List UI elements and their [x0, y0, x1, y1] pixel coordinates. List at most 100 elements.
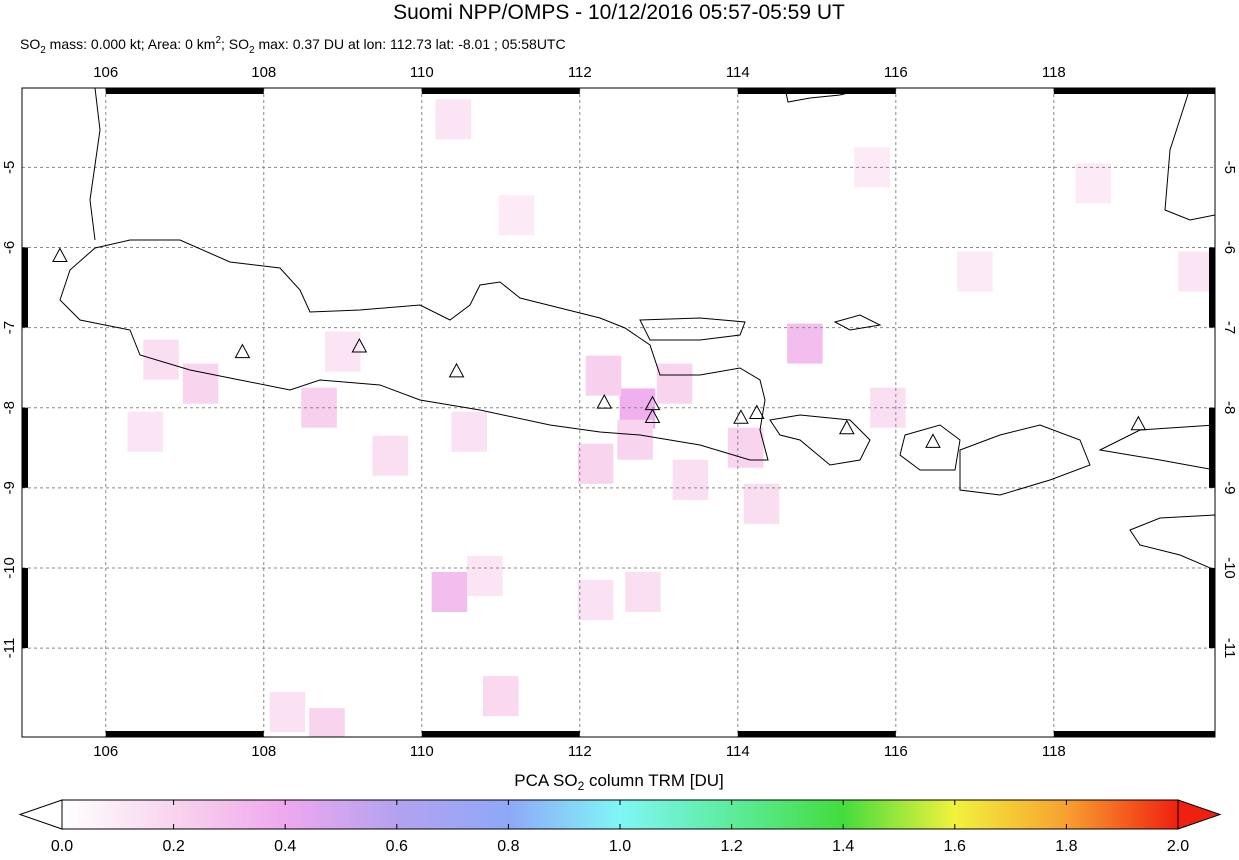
- so2-cell: [854, 147, 890, 188]
- border-segment: [1053, 731, 1215, 737]
- subtitle-part: 2: [249, 45, 255, 56]
- so2-cell: [372, 435, 408, 476]
- x-tick-label-bottom: 112: [568, 743, 592, 760]
- colorbar-label: PCA SO2 column TRM [DU]: [514, 771, 724, 793]
- x-tick-label-top: 112: [568, 64, 592, 81]
- colorbar-tick-label: 2.0: [1167, 838, 1189, 855]
- volcanoes: [52, 247, 1147, 448]
- so2-cell: [431, 571, 468, 613]
- x-tick-label-bottom: 114: [726, 743, 750, 760]
- colorbar-tick-label: 0.6: [386, 838, 408, 855]
- coast-kangean: [833, 314, 882, 331]
- border-segment: [1209, 407, 1215, 488]
- axis-labels: 106 106 108 108 110 110 112 112 114 114 116 116 118 1…: [1, 64, 1238, 760]
- so2-cell: [1178, 251, 1214, 292]
- colorbar-tick-label: 1.8: [1055, 838, 1077, 855]
- x-tick-label-top: 106: [93, 64, 118, 81]
- y-tick-label-left: -5: [1, 161, 18, 174]
- so2-cell: [1075, 163, 1112, 204]
- y-tick-label-right: -6: [1221, 241, 1238, 254]
- coast-madura: [639, 317, 746, 341]
- x-tick-label-top: 114: [726, 64, 750, 81]
- volcano: [52, 247, 68, 262]
- subtitle-part: max: 0.37 DU at lon: 112.73 lat: -8.01 ;…: [255, 36, 566, 52]
- y-tick-label-right: -5: [1221, 161, 1238, 174]
- subtitle-part: 2: [215, 35, 221, 46]
- volcano: [733, 409, 749, 424]
- x-tick-label-bottom: 106: [93, 743, 118, 760]
- subtitle: SO2 mass: 0.000 kt; Area: 0 km2; SO2 max…: [20, 35, 566, 56]
- colorbar-tick-label: 1.6: [944, 838, 966, 855]
- so2-cell: [672, 459, 709, 500]
- volcano: [351, 337, 368, 353]
- colorbar-tick-label: 1.0: [609, 838, 631, 855]
- y-tick-label-left: -10: [1, 557, 18, 579]
- volcano: [925, 433, 941, 448]
- colorbar-tick-label: 0.8: [497, 838, 519, 855]
- x-tick-label-top: 116: [884, 64, 908, 81]
- x-tick-label-top: 118: [1042, 64, 1066, 81]
- colorbar: 0.0 0.2 0.4 0.6 0.8 1.0 1.2 1.4 1.6 1.8 2.0: [18, 799, 1222, 855]
- so2-cell: [577, 579, 614, 621]
- y-tick-label-left: -9: [1, 481, 18, 494]
- y-tick-label-right: -9: [1221, 481, 1238, 494]
- so2-cell: [435, 99, 472, 140]
- y-tick-label-right: -10: [1221, 557, 1238, 579]
- so2-cell: [309, 708, 345, 737]
- so2-cell: [617, 419, 653, 460]
- subtitle-part: SO: [20, 36, 40, 52]
- border-segment: [421, 88, 580, 94]
- so2-cell: [625, 571, 661, 613]
- colorbar-tick-label: 1.4: [832, 838, 854, 855]
- subtitle-part: mass: 0.000 kt; Area: 0 km: [46, 36, 216, 52]
- coast-sumba: [1129, 514, 1215, 571]
- coast-lombok: [899, 424, 961, 471]
- so2-cell: [727, 427, 764, 468]
- subtitle-part: 2: [40, 45, 46, 56]
- so2-cell: [483, 676, 519, 717]
- y-tick-label-left: -7: [1, 321, 18, 334]
- so2-cell: [143, 339, 179, 380]
- colorbar-tick-label: 0.0: [51, 838, 73, 855]
- border-segment: [421, 731, 580, 737]
- so2-cell: [585, 355, 622, 396]
- x-tick-label-bottom: 110: [410, 743, 434, 760]
- grid: [22, 88, 1215, 737]
- border-segment: [1053, 88, 1215, 94]
- so2-cell: [743, 483, 780, 524]
- volcano: [596, 394, 613, 409]
- coast-sumbawa: [959, 424, 1091, 496]
- coast-java: [59, 239, 769, 461]
- border-segment: [105, 731, 264, 737]
- border-segment: [737, 88, 896, 94]
- y-tick-label-left: -11: [1, 638, 18, 659]
- x-tick-label-bottom: 118: [1042, 743, 1066, 760]
- colorbar-under: [18, 799, 63, 830]
- frame-border: [22, 88, 1215, 737]
- so2-cell: [182, 363, 219, 404]
- border-segment: [737, 731, 896, 737]
- volcano: [1130, 415, 1147, 431]
- colorbar-label-part: PCA SO: [514, 771, 577, 790]
- y-tick-label-right: -7: [1221, 321, 1238, 334]
- colorbar-label-part: 2: [578, 779, 585, 793]
- so2-cells: [127, 99, 1214, 737]
- border-segment: [22, 247, 28, 328]
- so2-cell: [577, 443, 614, 484]
- colorbar-over: [1177, 799, 1222, 830]
- so2-cell: [957, 251, 993, 292]
- coast-sulawesi: [1164, 88, 1215, 221]
- volcano: [838, 419, 855, 435]
- so2-cell: [127, 411, 164, 452]
- y-tick-label-left: -6: [1, 241, 18, 254]
- x-tick-label-top: 108: [251, 64, 276, 81]
- colorbar-tick-label: 0.4: [274, 838, 296, 855]
- title: Suomi NPP/OMPS - 10/12/2016 05:57-05:59 …: [393, 1, 845, 24]
- border-segment: [22, 567, 28, 649]
- border-segment: [1209, 567, 1215, 649]
- so2-cell: [498, 195, 535, 236]
- volcano: [644, 408, 661, 424]
- coastlines: [59, 88, 1215, 571]
- y-tick-label-right: -8: [1221, 401, 1238, 414]
